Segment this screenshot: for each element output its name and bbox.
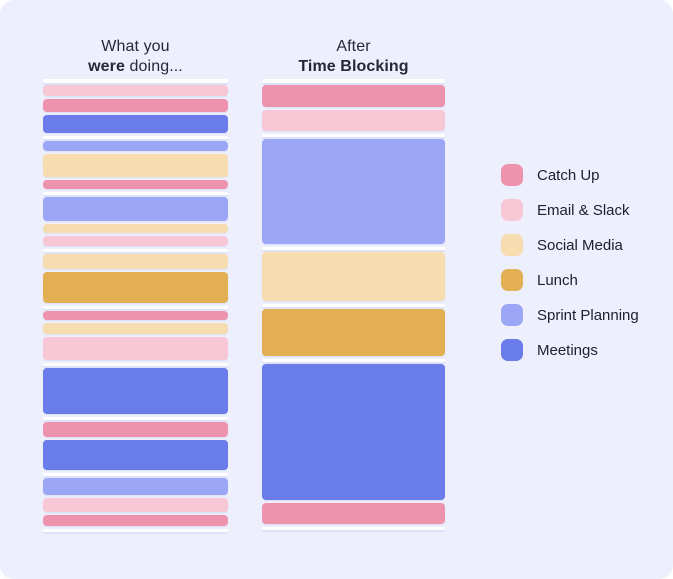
hour-gridline [43,306,228,309]
hour-gridline [43,473,228,476]
legend-label: Email & Slack [537,201,630,219]
hour-gridline [43,529,228,532]
legend-swatch-lunch [501,269,523,291]
legend-item-lunch: Lunch [501,269,639,291]
legend-label: Catch Up [537,166,600,184]
schedule-block-sprint [262,139,445,244]
legend-swatch-sprint [501,304,523,326]
schedule-block-social [43,224,228,233]
schedule-block-sprint [43,141,228,151]
hour-gridline [262,79,445,83]
legend-label: Social Media [537,236,623,254]
legend-item-catchup: Catch Up [501,164,639,186]
legend-item-email: Email & Slack [501,199,639,221]
schedule-block-lunch [43,272,228,303]
schedule-block-catchup [43,422,228,437]
schedule-block-sprint [43,197,228,221]
before-title-line2: were doing... [88,58,183,75]
hour-gridline [262,359,445,362]
schedule-block-sprint [43,478,228,495]
legend-swatch-email [501,199,523,221]
after-title-line1: After [336,38,371,55]
legend-item-social: Social Media [501,234,639,256]
schedule-block-catchup [262,85,445,107]
hour-gridline [262,304,445,307]
legend-swatch-meetings [501,339,523,361]
schedule-block-catchup [43,515,228,526]
schedule-block-meetings [43,115,228,133]
schedule-block-social [43,254,228,269]
legend-label: Lunch [537,271,578,289]
schedule-block-lunch [262,309,445,356]
hour-gridline [262,247,445,250]
schedule-block-social [43,154,228,177]
schedule-block-meetings [43,368,228,414]
hour-gridline [43,363,228,366]
after-timeline-column [262,79,445,532]
schedule-block-email [43,236,228,246]
schedule-block-catchup [43,180,228,189]
schedule-block-email [43,337,228,360]
hour-gridline [43,192,228,195]
hour-gridline [262,527,445,530]
schedule-block-social [262,252,445,301]
legend: Catch Up Email & Slack Social Media Lunch Sp… [501,164,639,374]
legend-swatch-catchup [501,164,523,186]
before-title-line1: What you [101,38,170,55]
schedule-block-email [262,110,445,131]
after-title-line2: Time Blocking [298,58,409,75]
before-column-title: What you were doing... [43,37,228,77]
legend-swatch-social [501,234,523,256]
schedule-block-email [43,85,228,96]
legend-label: Sprint Planning [537,306,639,324]
schedule-block-meetings [43,440,228,470]
schedule-block-social [43,323,228,334]
legend-label: Meetings [537,341,598,359]
before-timeline-column [43,79,228,534]
hour-gridline [262,134,445,137]
hour-gridline [43,417,228,420]
hour-gridline [43,249,228,252]
legend-item-sprint: Sprint Planning [501,304,639,326]
legend-item-meetings: Meetings [501,339,639,361]
hour-gridline [43,79,228,83]
schedule-block-email [43,498,228,512]
schedule-block-catchup [43,311,228,320]
schedule-block-catchup [262,503,445,524]
hour-gridline [43,136,228,139]
schedule-block-meetings [262,364,445,500]
schedule-block-catchup [43,99,228,112]
after-column-title: After Time Blocking [262,37,445,77]
